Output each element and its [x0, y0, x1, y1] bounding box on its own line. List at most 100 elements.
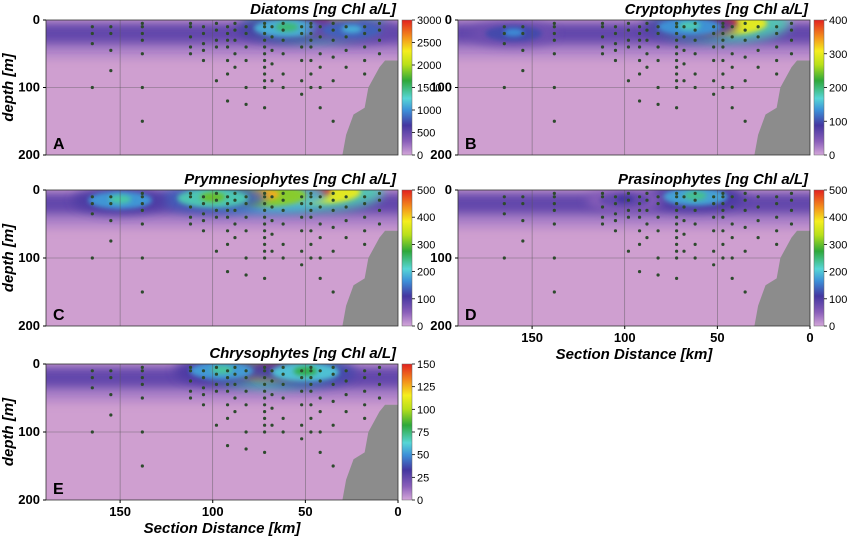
sample-point — [730, 85, 734, 90]
sample-point — [730, 106, 734, 110]
sample-point — [214, 208, 219, 212]
sample-point — [281, 28, 285, 32]
sample-point — [263, 410, 267, 414]
sample-point — [263, 450, 267, 454]
sample-point — [318, 65, 322, 69]
sample-point — [363, 369, 367, 373]
sample-point — [188, 215, 193, 219]
sample-point — [225, 369, 230, 373]
field-b — [458, 20, 810, 155]
colorbar-tick-label: 200 — [829, 83, 847, 95]
sample-point — [270, 25, 274, 29]
sample-point — [263, 21, 267, 25]
hotspot-core — [678, 21, 701, 31]
sample-point — [645, 191, 649, 195]
sample-point — [244, 58, 248, 63]
sample-point — [675, 191, 679, 195]
colorbar-tick-label: 100 — [829, 294, 847, 306]
sample-point — [712, 31, 716, 36]
sample-point — [730, 205, 734, 209]
sample-point — [521, 31, 525, 36]
sample-point — [225, 444, 230, 448]
sample-point — [552, 85, 556, 90]
sample-point — [693, 28, 697, 32]
sample-point — [637, 38, 642, 42]
panel-e: Chrysophytes [ng Chl a/L] E 0 100 200 depth [… — [0, 345, 435, 537]
sample-point — [263, 72, 267, 76]
sample-point — [318, 222, 322, 226]
bathymetry — [754, 230, 810, 326]
colorbar-tick-label: 200 — [417, 267, 435, 279]
colorbar-tick-label: 400 — [829, 212, 847, 224]
sample-point — [263, 403, 267, 407]
sample-point — [233, 372, 237, 376]
sample-point — [270, 369, 274, 373]
sample-point — [344, 48, 348, 52]
sample-point — [270, 79, 274, 83]
sample-point — [309, 191, 313, 195]
sample-point — [675, 72, 679, 76]
sample-point — [712, 229, 716, 233]
sample-point — [645, 21, 649, 25]
sample-point — [693, 198, 697, 202]
sample-point — [377, 198, 382, 202]
sample-point — [377, 208, 382, 212]
sample-point — [331, 464, 335, 468]
sample-point — [244, 202, 248, 206]
sample-point — [263, 369, 267, 373]
sample-point — [682, 205, 686, 209]
sample-point — [281, 372, 285, 376]
sample-point — [244, 430, 248, 434]
sample-point — [309, 369, 313, 373]
sample-point — [730, 276, 734, 280]
sample-point — [244, 229, 248, 233]
sample-point — [318, 379, 322, 383]
sample-point — [712, 92, 716, 96]
sample-point — [263, 106, 267, 110]
y-tick-label: 200 — [18, 147, 40, 162]
sample-point — [675, 208, 679, 212]
sample-point — [309, 430, 313, 434]
sample-point — [263, 45, 267, 49]
sample-point — [626, 21, 631, 25]
sample-point — [363, 25, 367, 29]
sample-point — [225, 72, 230, 76]
sample-point — [233, 38, 237, 42]
sample-point — [263, 430, 267, 434]
sample-point — [270, 48, 274, 52]
sample-point — [789, 222, 794, 226]
panel-label: C — [53, 307, 65, 324]
y-tick-label: 100 — [18, 424, 40, 439]
sample-point — [90, 42, 94, 46]
sample-point — [682, 219, 686, 223]
sample-point — [201, 212, 206, 216]
sample-point — [300, 25, 304, 29]
sample-point — [214, 79, 219, 83]
sample-point — [244, 447, 248, 451]
sample-point — [721, 215, 725, 219]
sample-point — [225, 389, 230, 393]
sample-point — [613, 195, 618, 199]
sample-point — [721, 229, 725, 233]
sample-point — [201, 58, 206, 63]
colorbar-tick-label: 300 — [417, 239, 435, 251]
sample-point — [318, 35, 322, 39]
sample-point — [344, 236, 348, 240]
sample-point — [140, 290, 144, 294]
panel-title: Prymnesiophytes [ng Chl a/L] — [184, 171, 397, 188]
sample-point — [309, 208, 313, 212]
sample-point — [756, 205, 760, 209]
colorbar-tick-label: 400 — [417, 212, 435, 224]
sample-point — [214, 389, 219, 393]
sample-point — [263, 276, 267, 280]
sample-point — [693, 21, 697, 25]
sample-point — [721, 256, 725, 260]
sample-point — [188, 45, 193, 49]
colorbar-tick-label: 0 — [417, 495, 423, 507]
sample-point — [743, 290, 747, 294]
sample-point — [309, 389, 313, 393]
sample-point — [656, 229, 660, 233]
sample-point — [637, 72, 642, 76]
sample-point — [743, 208, 747, 212]
sample-point — [377, 21, 382, 25]
